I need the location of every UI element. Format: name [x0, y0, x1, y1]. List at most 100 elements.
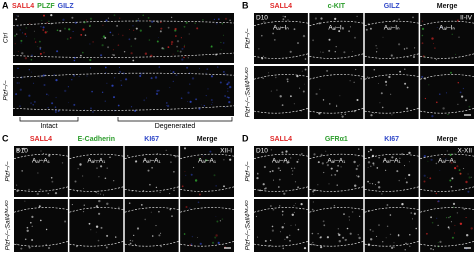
cell-signal — [366, 76, 369, 79]
cell-signal — [209, 150, 212, 153]
micrograph — [309, 199, 364, 252]
cell-signal — [467, 190, 470, 193]
channel-label: GFRα1 — [325, 136, 348, 143]
cell-signal — [91, 90, 93, 93]
cell-signal — [297, 228, 300, 231]
cell-signal — [263, 165, 266, 169]
cell-signal — [313, 193, 315, 195]
cell-signal — [353, 81, 355, 83]
cell-signal — [44, 31, 47, 34]
cell-signal — [382, 241, 384, 243]
cell-signal — [283, 192, 286, 195]
cell-signal — [111, 53, 114, 56]
tubule-outline — [253, 241, 308, 247]
cell-signal — [42, 29, 44, 31]
cell-signal — [131, 240, 134, 242]
cell-signal — [410, 212, 413, 214]
tubule-outline — [13, 241, 68, 247]
cell-signal — [42, 26, 45, 29]
cell-signal — [47, 246, 51, 250]
cell-signal — [84, 34, 87, 36]
cell-signal — [385, 169, 387, 171]
tubule-outline — [309, 207, 364, 213]
cell-signal — [428, 84, 430, 86]
cell-signal — [457, 82, 459, 84]
cell-signal — [107, 46, 110, 49]
cell-signal — [310, 243, 313, 246]
row-label: Ctrl — [3, 32, 10, 43]
cell-signal — [56, 29, 59, 32]
cell-signal — [201, 156, 203, 158]
cell-signal — [226, 96, 229, 98]
cell-signal — [376, 235, 378, 237]
cell-signal — [450, 161, 453, 164]
cell-signal — [436, 27, 438, 28]
cell-signal — [340, 113, 342, 115]
cell-signal — [82, 175, 84, 177]
cell-signal — [257, 174, 259, 175]
cell-signal — [134, 109, 137, 112]
cell-signal — [137, 20, 139, 22]
cell-signal — [317, 184, 319, 186]
cell-signal — [136, 227, 140, 230]
cell-signal — [197, 201, 200, 204]
cell-signal — [109, 156, 111, 158]
cell-signal — [151, 235, 154, 237]
cell-signal — [298, 159, 300, 161]
cell-signal — [214, 236, 217, 239]
cell-signal — [54, 109, 57, 112]
cell-signal — [289, 240, 291, 242]
tubule-outline — [364, 74, 419, 80]
cell-signal — [48, 94, 50, 96]
cell-signal — [117, 104, 120, 107]
cell-signal — [399, 70, 401, 73]
tubule-outline — [309, 153, 364, 160]
cell-signal — [48, 154, 51, 157]
cell-signal — [223, 42, 225, 44]
cell-signal — [79, 163, 82, 166]
cell-signal — [404, 177, 406, 179]
cell-signal — [302, 90, 305, 93]
cell-signal — [326, 69, 329, 72]
row-label: Plzf−/− — [245, 28, 252, 48]
cell-signal — [435, 192, 437, 195]
cell-signal — [119, 66, 121, 68]
cell-signal — [459, 172, 462, 175]
cell-signal — [470, 176, 472, 178]
cell-signal — [404, 68, 406, 70]
cell-signal — [429, 177, 432, 180]
cell-signal — [405, 181, 408, 184]
cell-signal — [17, 15, 19, 17]
tubule-outline — [253, 186, 308, 192]
cell-signal — [433, 43, 434, 45]
cell-signal — [184, 147, 186, 150]
tubule-outline — [12, 20, 235, 26]
micrograph — [420, 66, 474, 119]
cell-signal — [132, 59, 135, 62]
micrograph — [364, 146, 419, 197]
cell-signal — [356, 175, 358, 177]
cell-signal — [356, 15, 358, 18]
cell-signal — [264, 240, 267, 242]
cell-signal — [226, 83, 229, 86]
cell-signal — [120, 84, 123, 87]
cell-signal — [172, 71, 175, 74]
tubule-outline — [253, 20, 308, 27]
cell-signal — [445, 92, 447, 94]
cell-signal — [80, 34, 83, 36]
cell-signal — [357, 234, 359, 236]
cell-signal — [170, 16, 173, 19]
cell-signal — [119, 71, 121, 73]
cell-signal — [63, 89, 67, 93]
cell-signal — [294, 181, 297, 183]
cell-signal — [194, 22, 196, 24]
cell-signal — [211, 104, 213, 106]
cell-signal — [43, 84, 46, 86]
cell-signal — [76, 245, 78, 248]
cell-signal — [421, 75, 424, 78]
cell-signal — [371, 183, 374, 185]
cell-signal — [222, 34, 224, 36]
cell-signal — [379, 102, 381, 104]
cell-signal — [156, 89, 159, 92]
cell-signal — [441, 25, 443, 28]
